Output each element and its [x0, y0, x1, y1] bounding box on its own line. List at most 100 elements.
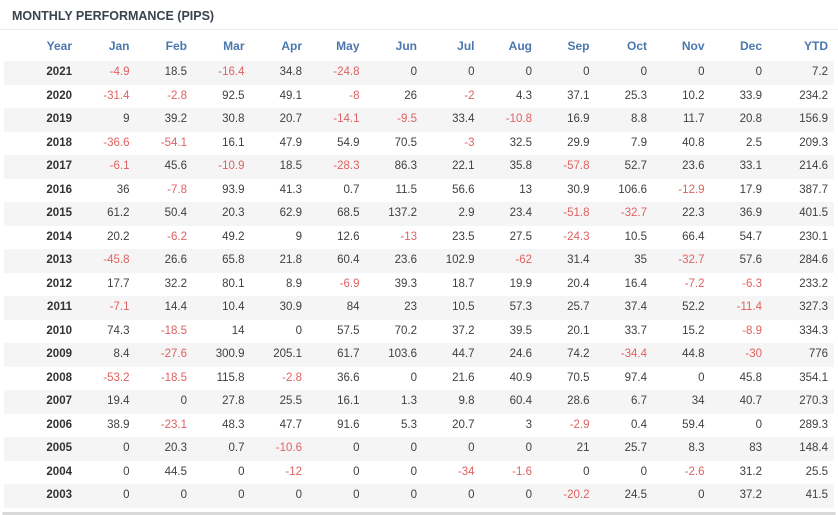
value-cell-apr: 0 [295, 324, 302, 337]
value-cell-sep: -2.9 [569, 418, 590, 431]
value-cell-nov: 44.8 [682, 348, 705, 360]
value-cell-sep: 31.4 [567, 254, 590, 266]
value-cell-jun: 26 [404, 89, 417, 102]
year-cell: 2020 [46, 89, 72, 102]
value-cell-dec: 36.9 [739, 207, 762, 219]
value-cell-aug: -10.8 [505, 113, 532, 125]
value-cell-jun: 0 [410, 442, 417, 454]
value-cell-feb: 0 [180, 489, 187, 501]
value-cell-may: 16.1 [337, 395, 360, 407]
year-cell: 2013 [46, 254, 72, 266]
value-cell-jan: -6.1 [109, 160, 130, 172]
value-cell-apr: -10.6 [275, 442, 302, 454]
value-cell-aug: 40.9 [509, 371, 532, 384]
year-cell: 2008 [46, 371, 72, 384]
value-cell-may: -28.3 [333, 160, 360, 172]
value-cell-aug: 27.5 [509, 230, 532, 243]
table-row-2015: 2015 61.2 50.4 20.3 62.9 68.5 137.2 2.9 23.4 -51.… [4, 202, 834, 226]
value-cell-apr: 30.9 [279, 301, 302, 313]
value-cell-sep: 21 [576, 442, 590, 454]
value-cell-jun: 103.6 [388, 348, 417, 360]
value-cell-oct: -32.7 [620, 207, 647, 219]
table-row-2003: 2003 0 0 0 0 0 0 0 0 -20.2 24.5 0 37.2 41.5 [4, 484, 834, 508]
value-cell-oct: 16.4 [624, 277, 647, 290]
value-cell-may: 60.4 [337, 254, 360, 266]
table-row-2009: 2009 8.4 -27.6 300.9 205.1 61.7 103.6 44.7 24.6 7… [4, 343, 834, 367]
value-cell-sep: -51.8 [563, 207, 590, 219]
value-cell-ytd: 41.5 [805, 489, 828, 501]
value-cell-jul: 0 [468, 66, 475, 78]
value-cell-jun: 0 [410, 371, 417, 384]
value-cell-jun: 1.3 [401, 395, 417, 407]
value-cell-ytd: 327.3 [799, 301, 828, 313]
value-cell-jan: 61.2 [107, 207, 130, 219]
value-cell-may: -24.8 [333, 66, 360, 78]
value-cell-nov: 0 [698, 489, 705, 501]
value-cell-dec: 31.2 [739, 465, 762, 478]
value-cell-feb: -2.8 [167, 89, 187, 102]
column-header-year: Year [46, 39, 72, 53]
value-cell-jan: 20.2 [107, 230, 130, 243]
value-cell-jul: 44.7 [452, 348, 475, 360]
value-cell-oct: 0 [640, 66, 647, 78]
value-cell-mar: 0 [238, 489, 245, 501]
value-cell-jul: 2.9 [458, 207, 475, 219]
value-cell-oct: 35 [634, 254, 647, 266]
value-cell-nov: 66.4 [682, 230, 705, 243]
value-cell-feb: 26.6 [164, 254, 187, 266]
value-cell-apr: 8.9 [286, 277, 302, 290]
value-cell-sep: 70.5 [567, 371, 590, 384]
value-cell-mar: 30.8 [222, 113, 245, 125]
value-cell-nov: 23.6 [682, 160, 705, 172]
table-row-2007: 2007 19.4 0 27.8 25.5 16.1 1.3 9.8 60.4 28.6 6.7 34… [4, 390, 834, 414]
value-cell-may: 84 [346, 301, 360, 313]
value-cell-jun: 23.6 [394, 254, 417, 266]
column-header-dec: Dec [739, 39, 762, 53]
value-cell-oct: 7.9 [631, 136, 647, 149]
value-cell-jun: 86.3 [394, 160, 417, 172]
value-cell-ytd: 234.2 [799, 89, 828, 102]
value-cell-jul: 9.8 [458, 395, 475, 407]
value-cell-apr: 18.5 [279, 160, 302, 172]
year-cell: 2006 [46, 418, 72, 431]
value-cell-feb: -18.5 [160, 371, 187, 384]
value-cell-jul: 20.7 [452, 418, 475, 431]
value-cell-mar: 300.9 [215, 348, 245, 360]
widget-title: MONTHLY PERFORMANCE (PIPS) [0, 0, 838, 30]
value-cell-feb: -7.8 [167, 183, 187, 196]
value-cell-feb: 0 [180, 395, 187, 407]
column-header-nov: Nov [681, 39, 705, 53]
value-cell-nov: -2.6 [684, 465, 705, 478]
year-cell: 2014 [46, 230, 72, 243]
value-cell-apr: 21.8 [279, 254, 302, 266]
value-cell-oct: 0.4 [631, 418, 647, 431]
value-cell-aug: -1.6 [512, 465, 532, 478]
value-cell-mar: 10.4 [222, 301, 245, 313]
value-cell-mar: -10.9 [218, 160, 245, 172]
value-cell-jul: 56.6 [452, 183, 475, 196]
column-header-jun: Jun [395, 39, 417, 53]
year-cell: 2021 [46, 66, 72, 78]
value-cell-dec: 17.9 [739, 183, 762, 196]
value-cell-jun: 0 [410, 66, 417, 78]
column-header-sep: Sep [567, 39, 590, 53]
value-cell-jul: -34 [457, 465, 475, 478]
value-cell-sep: 20.1 [567, 324, 590, 337]
value-cell-nov: -32.7 [678, 254, 705, 266]
value-cell-feb: 39.2 [164, 113, 187, 125]
value-cell-jan: 0 [123, 489, 130, 501]
value-cell-ytd: 230.1 [799, 230, 828, 243]
value-cell-aug: -62 [515, 254, 532, 266]
value-cell-may: 61.7 [337, 348, 360, 360]
value-cell-ytd: 209.3 [799, 136, 828, 149]
value-cell-nov: -12.9 [678, 183, 705, 196]
value-cell-apr: 34.8 [279, 66, 302, 78]
value-cell-dec: 0 [755, 66, 762, 78]
value-cell-feb: -6.2 [167, 230, 187, 243]
value-cell-ytd: 7.2 [812, 66, 828, 78]
year-cell: 2010 [46, 324, 72, 337]
value-cell-apr: 20.7 [279, 113, 302, 125]
value-cell-jun: 70.5 [394, 136, 417, 149]
value-cell-jun: 137.2 [388, 207, 417, 219]
